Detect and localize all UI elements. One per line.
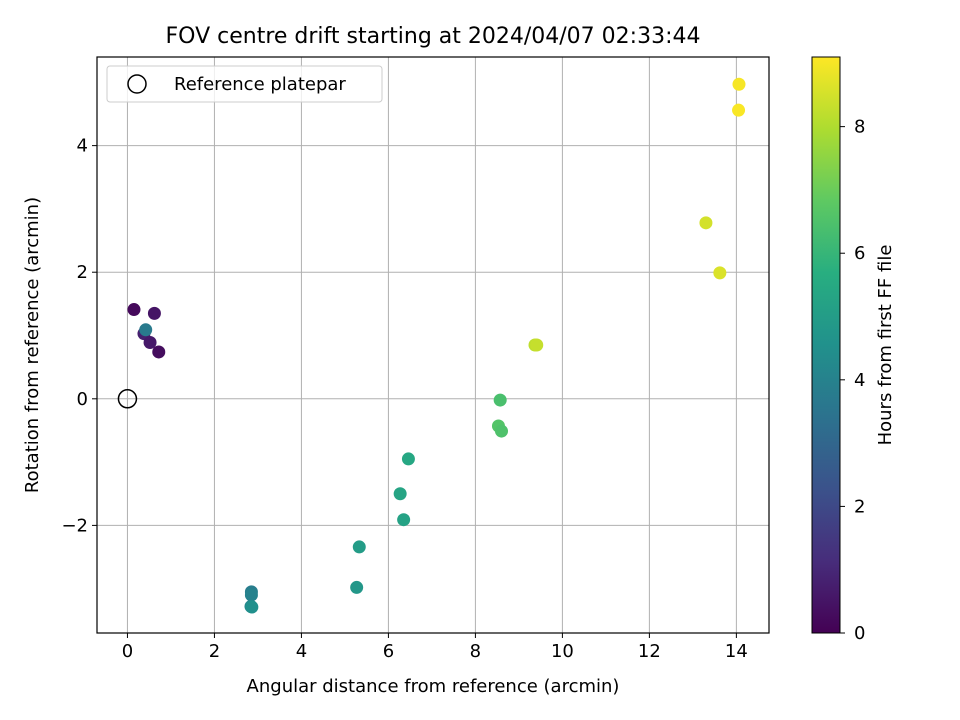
y-tick-label: 4 (77, 136, 88, 157)
data-point (143, 335, 157, 349)
x-tick-label: 10 (551, 641, 574, 662)
colorbar-tick-label: 2 (854, 496, 865, 517)
colorbar-label: Hours from first FF file (875, 245, 896, 446)
x-tick-label: 4 (296, 641, 307, 662)
data-point (401, 452, 415, 466)
y-axis-ticks: −2 0 2 4 (61, 136, 97, 536)
colorbar-tick-label: 0 (854, 623, 865, 644)
colorbar: 0 2 4 6 8 Hours from first FF file (811, 56, 896, 644)
legend-box (106, 65, 383, 103)
y-tick-label: 0 (77, 389, 88, 410)
colorbar-tick-label: 8 (854, 117, 865, 138)
colorbar-gradient (811, 56, 841, 634)
data-point (732, 103, 746, 117)
chart-title: FOV centre drift starting at 2024/04/07 … (166, 24, 701, 49)
y-tick-label: 2 (77, 262, 88, 283)
data-point (139, 323, 153, 337)
colorbar-tick-label: 4 (854, 370, 865, 391)
data-point (350, 580, 364, 594)
data-point (495, 424, 509, 438)
x-tick-label: 14 (725, 641, 748, 662)
data-point (245, 600, 259, 614)
x-tick-label: 8 (470, 641, 481, 662)
x-axis-label: Angular distance from reference (arcmin) (247, 676, 620, 697)
data-point (147, 306, 161, 320)
y-tick-label: −2 (61, 515, 88, 536)
legend-marker-reference (127, 74, 147, 94)
data-point (393, 487, 407, 501)
data-point (352, 540, 366, 554)
data-point (244, 588, 258, 602)
plot-area-frame (96, 56, 770, 634)
legend-label-reference: Reference platepar (174, 74, 346, 95)
data-point (530, 338, 544, 352)
x-axis-ticks: 0 2 4 6 8 10 12 14 (122, 633, 748, 662)
data-points (127, 77, 746, 614)
x-tick-label: 12 (638, 641, 661, 662)
data-point (152, 345, 166, 359)
x-tick-label: 0 (122, 641, 133, 662)
reference-platepar-marker (117, 389, 138, 409)
data-point (713, 266, 727, 280)
x-tick-label: 6 (383, 641, 394, 662)
colorbar-ticks: 0 2 4 6 8 (840, 117, 865, 644)
data-point (699, 216, 713, 230)
y-axis-label: Rotation from reference (arcmin) (22, 197, 43, 493)
data-point (397, 513, 411, 527)
colorbar-tick-label: 6 (854, 243, 865, 264)
data-point (127, 303, 141, 317)
legend: Reference platepar (106, 65, 383, 103)
data-point (732, 77, 746, 91)
grid (97, 57, 769, 633)
data-point (493, 393, 507, 407)
x-tick-label: 2 (209, 641, 220, 662)
